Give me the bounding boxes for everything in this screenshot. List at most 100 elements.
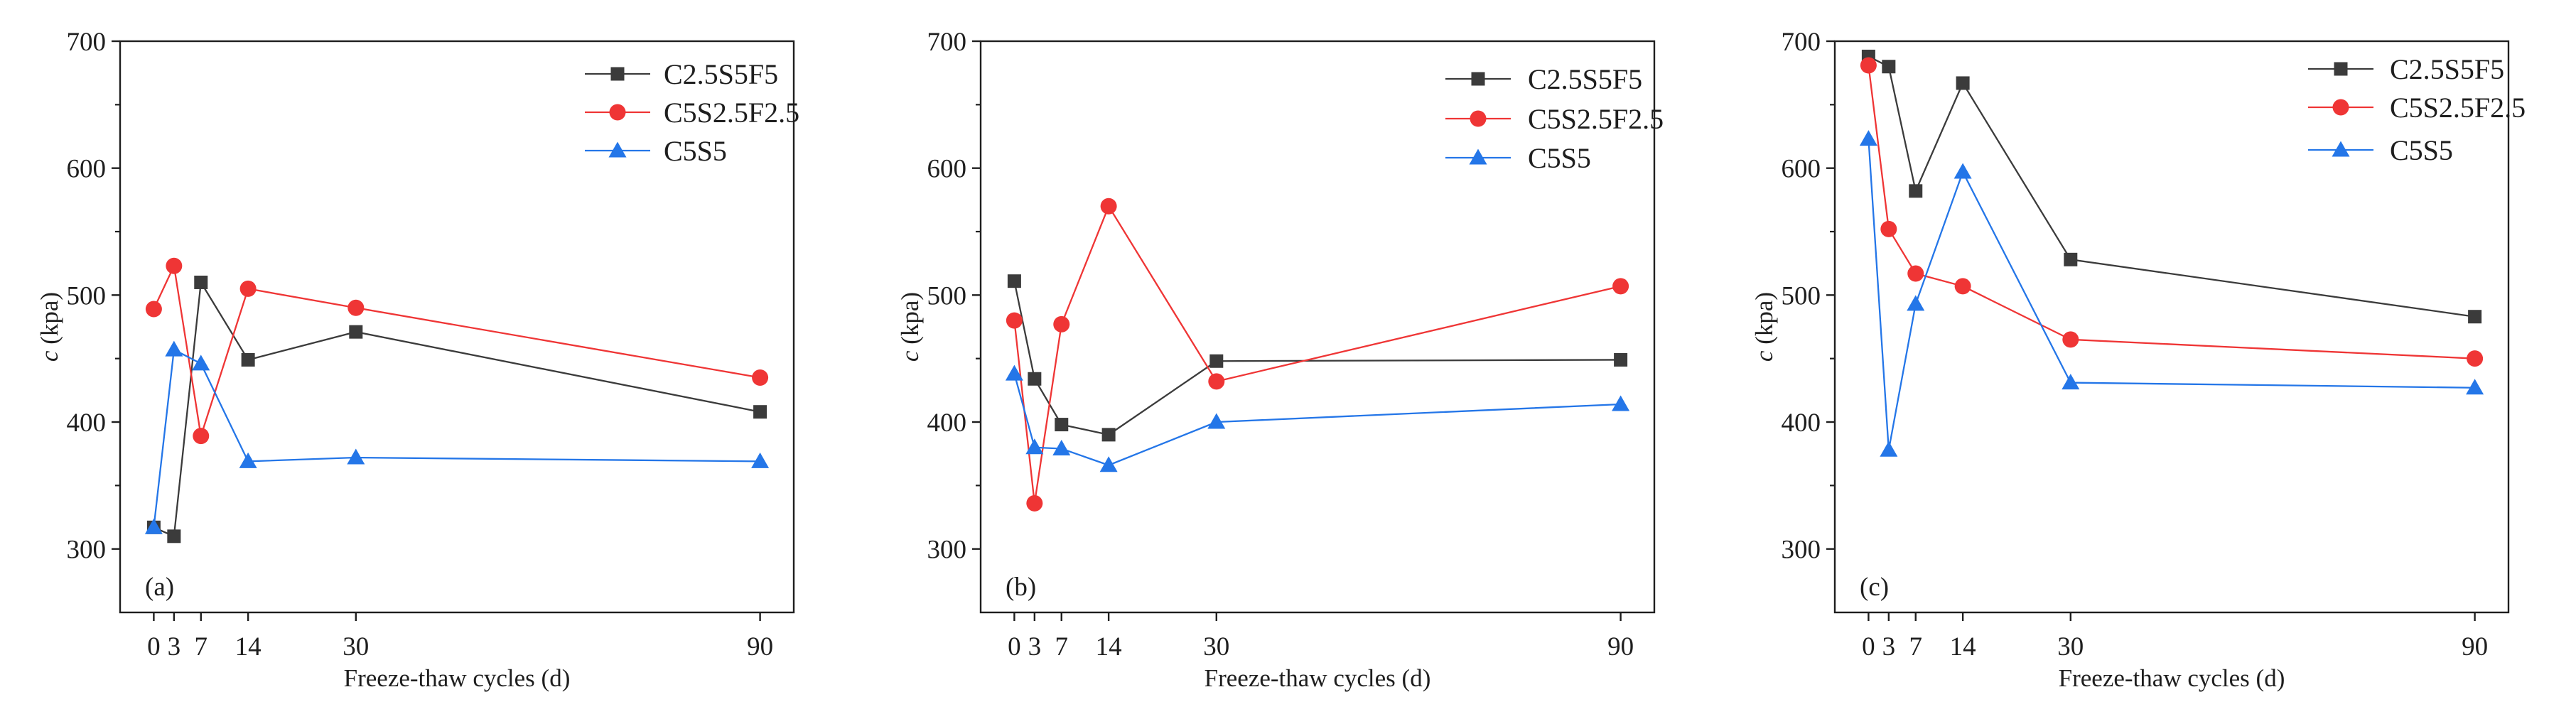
data-point-triangle bbox=[165, 340, 183, 357]
legend-label: C5S5 bbox=[664, 135, 727, 167]
x-axis: 0 3 7 14 30 90 bbox=[1008, 612, 1634, 661]
plot-frame bbox=[979, 40, 1656, 614]
data-point-triangle bbox=[1907, 295, 1925, 311]
legend-item: C2.5S5F5 bbox=[585, 58, 778, 90]
legend-marker-triangle bbox=[608, 141, 627, 158]
x-tick-label: 30 bbox=[1203, 632, 1229, 661]
data-point-triangle bbox=[1052, 440, 1071, 456]
x-tick-label: 3 bbox=[168, 632, 181, 661]
x-tick-label: 14 bbox=[235, 632, 262, 661]
legend-marker-circle bbox=[609, 104, 626, 121]
data-point-triangle bbox=[1859, 130, 1877, 146]
data-point-circle bbox=[1860, 57, 1877, 74]
x-tick-label: 0 bbox=[1862, 632, 1875, 661]
plot-frame bbox=[1833, 40, 2510, 614]
legend-label: C5S5 bbox=[1528, 142, 1591, 174]
data-point-circle bbox=[1053, 315, 1070, 333]
chart-panel-c: 300 400 500 600 700 0 3 7 14 30 90 Freeze-thaw cycl… bbox=[1750, 28, 2526, 692]
x-axis: 0 3 7 14 30 90 bbox=[147, 612, 773, 661]
legend-item: C5S2.5F2.5 bbox=[2308, 92, 2526, 124]
legend-item: C5S2.5F2.5 bbox=[1445, 103, 1664, 135]
series-group bbox=[1859, 130, 2484, 457]
series-group bbox=[146, 275, 767, 544]
data-point-circle bbox=[166, 257, 183, 274]
data-point-square bbox=[1909, 184, 1923, 198]
legend-marker-square bbox=[610, 67, 625, 81]
y-axis-title: c (kpa) bbox=[896, 292, 924, 362]
x-axis-title: Freeze-thaw cycles (d) bbox=[1205, 664, 1431, 692]
y-tick-label: 500 bbox=[927, 281, 967, 310]
y-axis-title-variable: c bbox=[1750, 350, 1778, 362]
y-axis: 300 400 500 600 700 bbox=[1782, 28, 1835, 565]
data-point-triangle bbox=[2466, 379, 2484, 395]
data-point-square bbox=[241, 352, 255, 367]
y-tick-label: 400 bbox=[67, 409, 107, 438]
y-tick-label: 300 bbox=[927, 536, 967, 565]
series-line bbox=[1013, 205, 1621, 504]
x-tick-label: 0 bbox=[147, 632, 161, 661]
x-tick-label: 7 bbox=[195, 632, 208, 661]
series-line bbox=[153, 349, 760, 528]
legend-label: C2.5S5F5 bbox=[1528, 63, 1642, 95]
series-line bbox=[1868, 65, 2475, 360]
data-point-triangle bbox=[1612, 395, 1630, 411]
data-point-triangle bbox=[192, 355, 210, 371]
legend-marker-circle bbox=[2332, 99, 2349, 116]
data-point-triangle bbox=[751, 452, 770, 468]
y-tick-label: 400 bbox=[927, 409, 967, 438]
legend-marker-triangle bbox=[1469, 148, 1487, 165]
legend-label: C2.5S5F5 bbox=[2390, 53, 2504, 85]
data-point-square bbox=[194, 275, 208, 289]
series-group bbox=[1861, 49, 2482, 324]
legend-label: C5S2.5F2.5 bbox=[2390, 92, 2526, 124]
data-point-square bbox=[167, 529, 181, 544]
y-tick-label: 700 bbox=[67, 28, 107, 57]
y-axis-title-unit: (kpa) bbox=[36, 292, 63, 345]
plot-frame bbox=[119, 40, 795, 614]
y-tick-label: 300 bbox=[1782, 536, 1821, 565]
x-tick-label: 3 bbox=[1882, 632, 1896, 661]
y-axis-title-variable: c bbox=[896, 350, 924, 362]
data-point-square bbox=[1101, 428, 1116, 442]
chart-panel-b: 300 400 500 600 700 0 3 7 14 30 90 Freeze-thaw cycl… bbox=[896, 28, 1664, 692]
legend-item: C2.5S5F5 bbox=[2308, 53, 2504, 85]
x-tick-label: 7 bbox=[1055, 632, 1069, 661]
x-tick-label: 30 bbox=[2057, 632, 2084, 661]
data-point-triangle bbox=[144, 518, 163, 534]
data-point-triangle bbox=[1880, 440, 1898, 457]
data-point-square bbox=[349, 325, 363, 339]
data-point-triangle bbox=[239, 452, 257, 468]
legend-marker-square bbox=[2334, 62, 2348, 76]
data-point-circle bbox=[1907, 265, 1924, 282]
y-tick-label: 700 bbox=[1782, 28, 1821, 57]
data-point-square bbox=[753, 405, 767, 419]
series-group bbox=[1006, 198, 1629, 512]
y-axis-title-variable: c bbox=[36, 350, 63, 362]
y-axis: 300 400 500 600 700 bbox=[67, 28, 120, 565]
data-point-square bbox=[1614, 352, 1628, 367]
x-axis: 0 3 7 14 30 90 bbox=[1862, 612, 2488, 661]
legend-item: C5S5 bbox=[2308, 134, 2453, 166]
y-tick-label: 300 bbox=[67, 536, 107, 565]
data-point-circle bbox=[752, 369, 769, 386]
x-tick-label: 90 bbox=[747, 632, 773, 661]
y-tick-label: 600 bbox=[67, 155, 107, 184]
x-tick-label: 90 bbox=[1607, 632, 1634, 661]
data-point-circle bbox=[145, 301, 162, 318]
data-point-circle bbox=[1954, 278, 1971, 295]
data-point-circle bbox=[1100, 198, 1117, 215]
x-tick-label: 14 bbox=[1950, 632, 1976, 661]
y-axis-title: c (kpa) bbox=[36, 292, 63, 362]
legend-marker-square bbox=[1471, 72, 1485, 86]
legend-label: C5S5 bbox=[2390, 134, 2453, 166]
panel-label: (a) bbox=[145, 573, 174, 602]
series-group bbox=[144, 340, 770, 534]
data-point-square bbox=[1055, 418, 1069, 432]
data-point-square bbox=[1028, 372, 1042, 386]
series-line bbox=[1013, 373, 1621, 466]
legend-item: C5S5 bbox=[1445, 142, 1591, 174]
data-point-triangle bbox=[1025, 438, 1044, 455]
legend-item: C5S2.5F2.5 bbox=[585, 97, 799, 129]
data-point-square bbox=[2064, 252, 2078, 266]
x-tick-label: 30 bbox=[343, 632, 369, 661]
